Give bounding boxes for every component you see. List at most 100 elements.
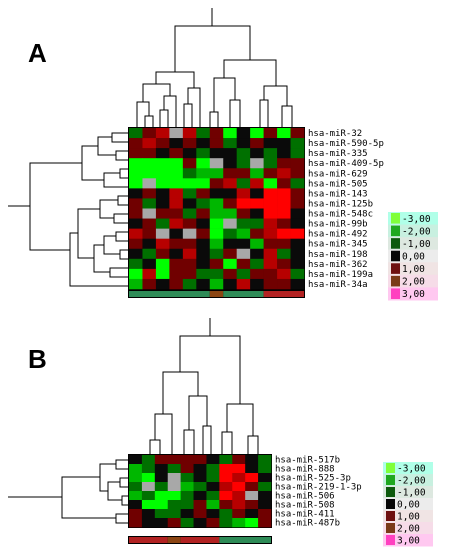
heatmap-cell — [209, 218, 224, 229]
heatmap-cell — [180, 518, 194, 528]
heatmap-cell — [250, 268, 264, 280]
heatmap-cell — [129, 228, 143, 239]
heatmap-cell — [250, 188, 264, 199]
heatmap-cell — [129, 268, 143, 280]
heatmap-cell — [196, 148, 211, 159]
row-label: hsa-miR-487b — [275, 519, 340, 529]
heatmap-cell — [245, 464, 259, 474]
heatmap-cell — [196, 268, 211, 280]
row-label: hsa-miR-198 — [308, 250, 368, 260]
heatmap-cell — [169, 268, 184, 280]
heatmap-cell — [209, 258, 224, 270]
heatmap-cell — [182, 258, 197, 270]
heatmap-cell — [155, 248, 170, 260]
legend-label: -1,00 — [397, 488, 426, 499]
legend-band — [383, 486, 433, 499]
legend-band — [383, 522, 433, 535]
heatmap-cell — [167, 518, 181, 528]
heatmap-cell — [290, 218, 305, 229]
heatmap-cell — [155, 258, 170, 270]
heatmap-cell — [258, 473, 272, 483]
heatmap-cell — [129, 482, 143, 492]
heatmap-cell — [154, 500, 169, 510]
row-label: hsa-miR-99b — [308, 220, 368, 230]
heatmap-cell — [209, 208, 224, 219]
heatmap-cell — [169, 158, 184, 169]
heatmap-cell — [263, 138, 278, 149]
heatmap-cell — [219, 518, 233, 528]
heatmap-cell — [169, 218, 184, 229]
heatmap-cell — [196, 218, 211, 229]
legend-band — [388, 237, 438, 251]
heatmap-cell — [263, 278, 278, 290]
heatmap-cell — [193, 518, 207, 528]
heatmap-cell — [169, 178, 184, 189]
heatmap-cell — [223, 258, 237, 270]
heatmap-cell — [154, 464, 169, 474]
heatmap-cell — [129, 464, 143, 474]
heatmap-cell — [223, 228, 237, 239]
heatmap-cell — [129, 168, 143, 179]
heatmap-cell — [263, 258, 278, 270]
heatmap-cell — [258, 518, 272, 528]
heatmap-cell — [182, 208, 197, 219]
heatmap-cell — [141, 500, 156, 510]
heatmap-cell — [245, 455, 259, 465]
heatmap-cell — [142, 228, 157, 239]
heatmap-cell — [245, 491, 259, 501]
heatmap-cell — [250, 248, 264, 260]
heatmap-cell — [232, 518, 246, 528]
heatmap-cell — [236, 148, 251, 159]
heatmap-cell — [169, 248, 184, 260]
heatmap-cell — [250, 138, 264, 149]
panel-a: A — [8, 8, 438, 301]
group-bar-segment — [180, 537, 220, 543]
legend-swatch — [386, 511, 395, 521]
legend-swatch — [386, 523, 395, 533]
heatmap-cell — [277, 218, 291, 229]
heatmap-cell — [142, 128, 157, 139]
heatmap-cell — [290, 228, 305, 239]
row-label: hsa-miR-492 — [308, 230, 368, 240]
heatmap-cell — [245, 473, 259, 483]
heatmap-cell — [223, 138, 237, 149]
heatmap-cell — [196, 278, 211, 290]
heatmap-cell — [223, 278, 237, 290]
heatmap-cell — [193, 464, 207, 474]
legend-band — [383, 498, 433, 511]
heatmap-cell — [209, 248, 224, 260]
heatmap-cell — [258, 482, 272, 492]
row-label: hsa-miR-345 — [308, 240, 368, 250]
heatmap-cell — [142, 258, 157, 270]
heatmap-cell — [154, 491, 169, 501]
heatmap-cell — [155, 238, 170, 250]
heatmap-cell — [129, 455, 143, 465]
row-label: hsa-miR-411 — [275, 510, 335, 520]
row-label: hsa-miR-219-1-3p — [275, 483, 362, 493]
heatmap-cell — [182, 218, 197, 229]
heatmap-cell — [196, 158, 211, 169]
heatmap-cell — [142, 148, 157, 159]
heatmap-cell — [167, 509, 181, 519]
heatmap-cell — [180, 491, 194, 501]
heatmap-cell — [155, 228, 170, 239]
heatmap-cell — [263, 248, 278, 260]
heatmap-cell — [155, 158, 170, 169]
heatmap-cell — [250, 258, 264, 270]
heatmap-cell — [250, 148, 264, 159]
heatmap-cell — [250, 198, 264, 209]
heatmap-cell — [236, 238, 251, 250]
heatmap-cell — [290, 268, 305, 280]
row-label: hsa-miR-888 — [275, 465, 335, 475]
row-label: hsa-miR-335 — [308, 149, 368, 159]
heatmap-cell — [263, 268, 278, 280]
heatmap-cell — [232, 455, 246, 465]
heatmap-cell — [290, 248, 305, 260]
heatmap-cell — [155, 198, 170, 209]
heatmap-cell — [142, 278, 157, 290]
heatmap-cell — [129, 509, 143, 519]
heatmap-cell — [129, 500, 143, 510]
heatmap-cell — [167, 491, 181, 501]
heatmap-cell — [209, 268, 224, 280]
heatmap-cell — [169, 138, 184, 149]
